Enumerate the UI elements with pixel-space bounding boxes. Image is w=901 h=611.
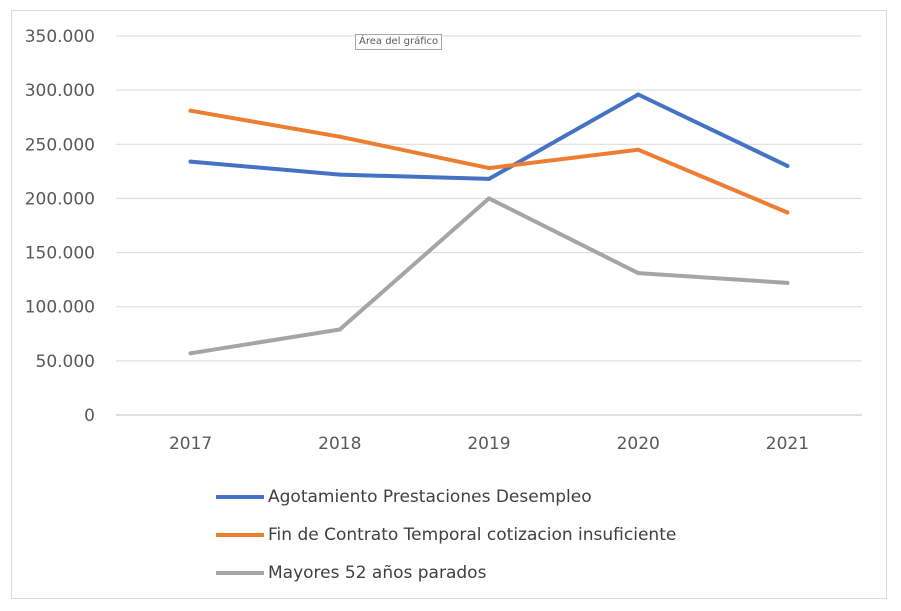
legend-swatch bbox=[216, 495, 264, 499]
data-point[interactable] bbox=[636, 271, 641, 276]
data-point[interactable] bbox=[188, 351, 193, 356]
x-tick-label: 2021 bbox=[766, 434, 809, 454]
data-point[interactable] bbox=[487, 196, 491, 201]
data-point[interactable] bbox=[188, 108, 193, 113]
legend-swatch bbox=[216, 571, 264, 575]
legend-item-agotamiento[interactable]: Agotamiento Prestaciones Desempleo bbox=[216, 478, 676, 516]
x-tick-label: 2019 bbox=[467, 434, 510, 454]
chart-area[interactable] bbox=[11, 10, 887, 599]
y-tick-label: 350.000 bbox=[25, 27, 95, 47]
y-tick-label: 150.000 bbox=[25, 244, 95, 264]
y-tick-label: 250.000 bbox=[25, 135, 95, 155]
data-point[interactable] bbox=[636, 147, 641, 152]
y-tick-label: 300.000 bbox=[25, 81, 95, 101]
y-tick-label: 0 bbox=[84, 406, 95, 426]
legend-swatch bbox=[216, 533, 264, 537]
legend-label: Agotamiento Prestaciones Desempleo bbox=[268, 487, 592, 507]
legend-label: Fin de Contrato Temporal cotizacion insu… bbox=[268, 525, 677, 545]
x-tick-label: 2017 bbox=[169, 434, 212, 454]
y-tick-label: 50.000 bbox=[36, 352, 95, 372]
data-point[interactable] bbox=[487, 176, 491, 181]
data-point[interactable] bbox=[636, 92, 641, 97]
data-point[interactable] bbox=[785, 210, 790, 215]
legend-item-mayores-52[interactable]: Mayores 52 años parados bbox=[216, 554, 676, 592]
legend-label: Mayores 52 años parados bbox=[268, 563, 487, 583]
data-point[interactable] bbox=[487, 166, 491, 171]
data-point[interactable] bbox=[337, 134, 342, 139]
x-tick-label: 2020 bbox=[617, 434, 660, 454]
series-line-2[interactable] bbox=[188, 196, 790, 356]
data-point[interactable] bbox=[337, 172, 342, 177]
data-point[interactable] bbox=[785, 280, 790, 285]
legend[interactable]: Agotamiento Prestaciones Desempleo Fin d… bbox=[216, 478, 676, 592]
x-tick-label: 2018 bbox=[318, 434, 361, 454]
y-tick-label: 100.000 bbox=[25, 298, 95, 318]
y-tick-label: 200.000 bbox=[25, 189, 95, 209]
data-point[interactable] bbox=[188, 159, 193, 164]
chart-area-tooltip: Área del gráfico bbox=[355, 34, 443, 50]
legend-item-fin-contrato[interactable]: Fin de Contrato Temporal cotizacion insu… bbox=[216, 516, 676, 554]
data-point[interactable] bbox=[337, 327, 342, 332]
data-point[interactable] bbox=[785, 163, 790, 168]
